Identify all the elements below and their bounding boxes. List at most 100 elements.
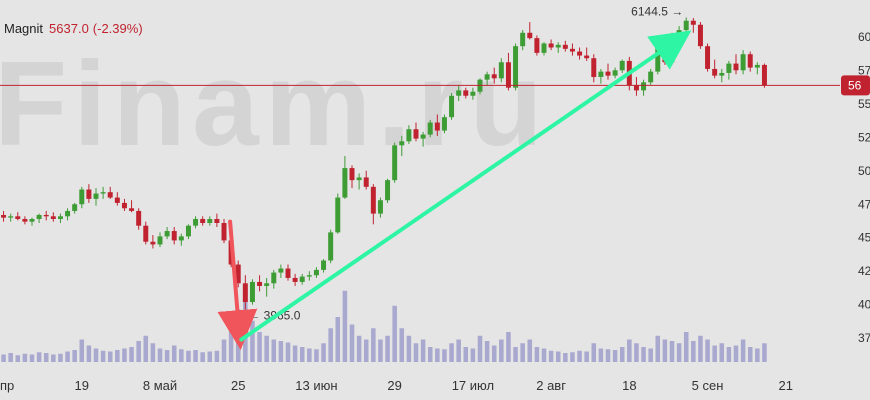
candle [541, 42, 547, 56]
volume-bar [513, 347, 518, 362]
y-tick-label: 45 [858, 231, 870, 245]
candle [200, 216, 206, 226]
volume-bar [228, 328, 234, 362]
ticker-symbol[interactable]: Magnit [4, 21, 44, 36]
volume-bar [413, 343, 419, 362]
volume-bar [420, 339, 426, 362]
volume-bar [100, 350, 106, 362]
volume-bar [726, 347, 732, 362]
x-tick-label: 21 [779, 378, 793, 393]
candle [484, 71, 490, 86]
candle [43, 210, 49, 221]
candle [335, 193, 341, 234]
volume-bar [605, 349, 611, 362]
volume-bar [22, 353, 28, 362]
volume-bar [392, 305, 397, 362]
volume-bar [285, 342, 291, 362]
volume-bar [115, 350, 120, 362]
volume-bar [669, 341, 675, 362]
candle [648, 68, 654, 86]
candle [392, 142, 398, 183]
y-axis: 60 57 55 52 50 47 45 42 40 37 [858, 30, 870, 345]
candle [385, 178, 391, 203]
candle [690, 18, 696, 33]
candle [29, 217, 35, 226]
volume-bar [555, 351, 561, 362]
volume-bar [79, 339, 85, 362]
volume-bar [257, 332, 262, 362]
candle [349, 165, 355, 189]
candle [619, 59, 625, 73]
watermark-text: Finam.ru [0, 37, 549, 171]
candle [50, 212, 56, 222]
candle [79, 186, 85, 209]
candle [93, 188, 99, 206]
candle [683, 17, 689, 33]
volume-bar [691, 341, 696, 362]
volume-bar [591, 343, 597, 362]
candle [569, 43, 575, 56]
x-axis: пр 19 8 май 25 13 июн 29 17 июл 2 авг 18 5 сен 21 [0, 378, 793, 393]
candle [527, 22, 533, 40]
volume-bar [598, 348, 604, 362]
volume-bar [363, 339, 369, 362]
volume-bar [214, 350, 220, 362]
y-tick-label: 60 [858, 30, 870, 44]
candle [185, 224, 191, 240]
candle [363, 170, 369, 190]
last-price-tag-label: 56 [848, 78, 862, 92]
candle [100, 186, 106, 199]
candle [470, 87, 476, 100]
volume-bar [619, 347, 625, 362]
candle [733, 54, 739, 75]
volume-bar [15, 355, 21, 362]
volume-bar [627, 339, 632, 362]
volume-bar [136, 341, 141, 362]
volume-bar [740, 339, 746, 362]
volume-bar [612, 350, 618, 362]
candle [356, 173, 362, 190]
volume-bar [221, 339, 227, 362]
x-tick-label: 18 [622, 378, 636, 393]
volume-bar [719, 343, 725, 362]
volume-bar [470, 348, 476, 362]
candle [434, 114, 440, 136]
volume-bar [314, 349, 319, 362]
volume-bar [122, 348, 127, 362]
volume-bar [292, 345, 298, 362]
trend-arrow-down [217, 219, 258, 351]
candle [193, 216, 199, 229]
candle [242, 275, 248, 310]
candle [633, 76, 639, 96]
candle [249, 279, 255, 305]
x-tick-label: 19 [75, 378, 89, 393]
volume-bar [186, 350, 191, 362]
volume-bar [747, 347, 753, 362]
volume-bar [755, 348, 760, 362]
candle [754, 62, 760, 75]
candle [456, 85, 462, 102]
candle [591, 54, 597, 83]
candle [520, 30, 526, 51]
x-tick-label: 17 июл [452, 378, 494, 393]
volume-bar [342, 290, 348, 362]
volume-bar [584, 351, 589, 362]
candle [22, 216, 28, 225]
candle [726, 60, 732, 80]
trend-arrow-up [239, 30, 692, 342]
candle [313, 267, 319, 278]
x-tick-label: 8 май [143, 378, 177, 393]
volume-bar [541, 348, 547, 362]
volume-bar [662, 339, 668, 362]
candle [107, 186, 113, 199]
volume-bar [72, 350, 77, 362]
y-tick-label: 52 [858, 130, 870, 144]
volume-bar [43, 353, 49, 362]
candle [669, 32, 675, 65]
candle [15, 212, 21, 221]
candle [342, 156, 348, 199]
volume-bar [193, 350, 198, 362]
candle [86, 184, 92, 203]
candle [235, 260, 241, 288]
